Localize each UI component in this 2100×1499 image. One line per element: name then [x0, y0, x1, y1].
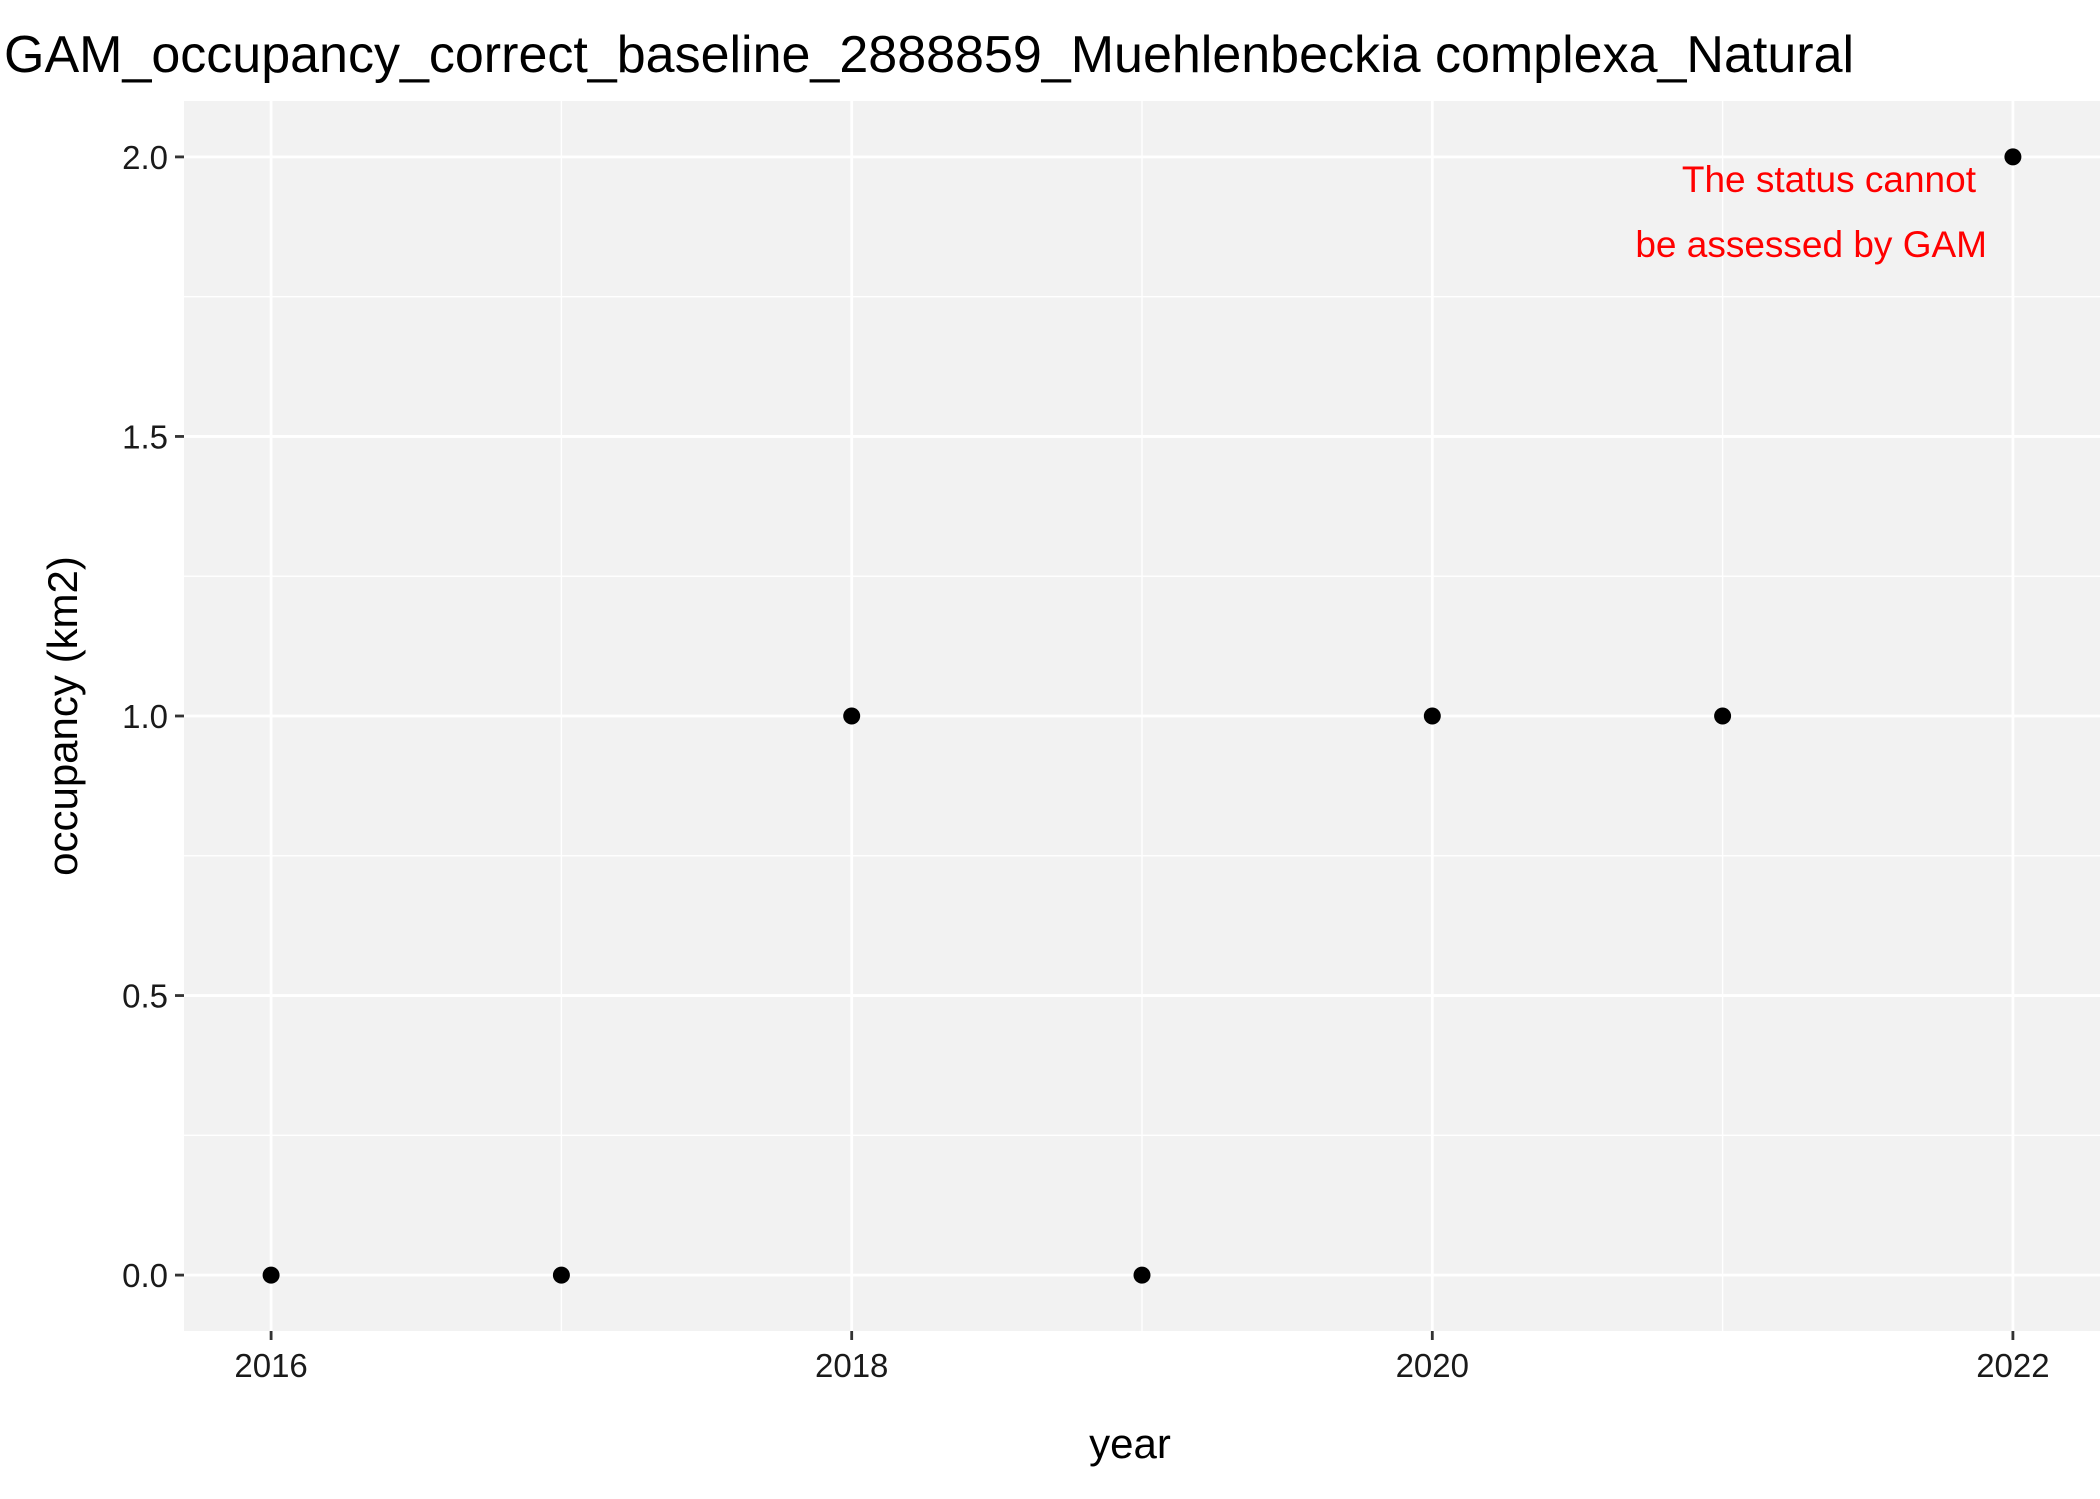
- data-point: [1423, 707, 1441, 725]
- data-points: [262, 148, 2022, 1284]
- data-point: [262, 1266, 280, 1284]
- data-point: [552, 1266, 570, 1284]
- y-tick-label: 1.5: [122, 418, 168, 455]
- y-tick-label: 0.0: [122, 1257, 168, 1294]
- annotation-line-2: be assessed by GAM: [1635, 224, 1987, 265]
- y-axis-title: occupancy (km2): [39, 556, 86, 876]
- x-tick-label: 2020: [1396, 1347, 1469, 1384]
- x-axis-title: year: [1089, 1420, 1171, 1467]
- x-tick-label: 2016: [234, 1347, 307, 1384]
- data-point: [1714, 707, 1732, 725]
- y-tick-label: 2.0: [122, 139, 168, 176]
- data-point: [2004, 148, 2022, 166]
- data-point: [843, 707, 861, 725]
- status-annotation: The status cannot be assessed by GAM: [1635, 159, 1987, 265]
- x-tick-label: 2018: [815, 1347, 888, 1384]
- data-point: [1133, 1266, 1151, 1284]
- y-axis: 0.0 0.5 1.0 1.5 2.0: [122, 139, 184, 1294]
- x-axis: 2016 2018 2020 2022: [234, 1331, 2050, 1384]
- y-tick-label: 0.5: [122, 978, 168, 1015]
- y-tick-label: 1.0: [122, 698, 168, 735]
- annotation-line-1: The status cannot: [1682, 159, 1977, 200]
- chart-title: GAM_occupancy_correct_baseline_2888859_M…: [4, 26, 1854, 84]
- x-tick-label: 2022: [1976, 1347, 2049, 1384]
